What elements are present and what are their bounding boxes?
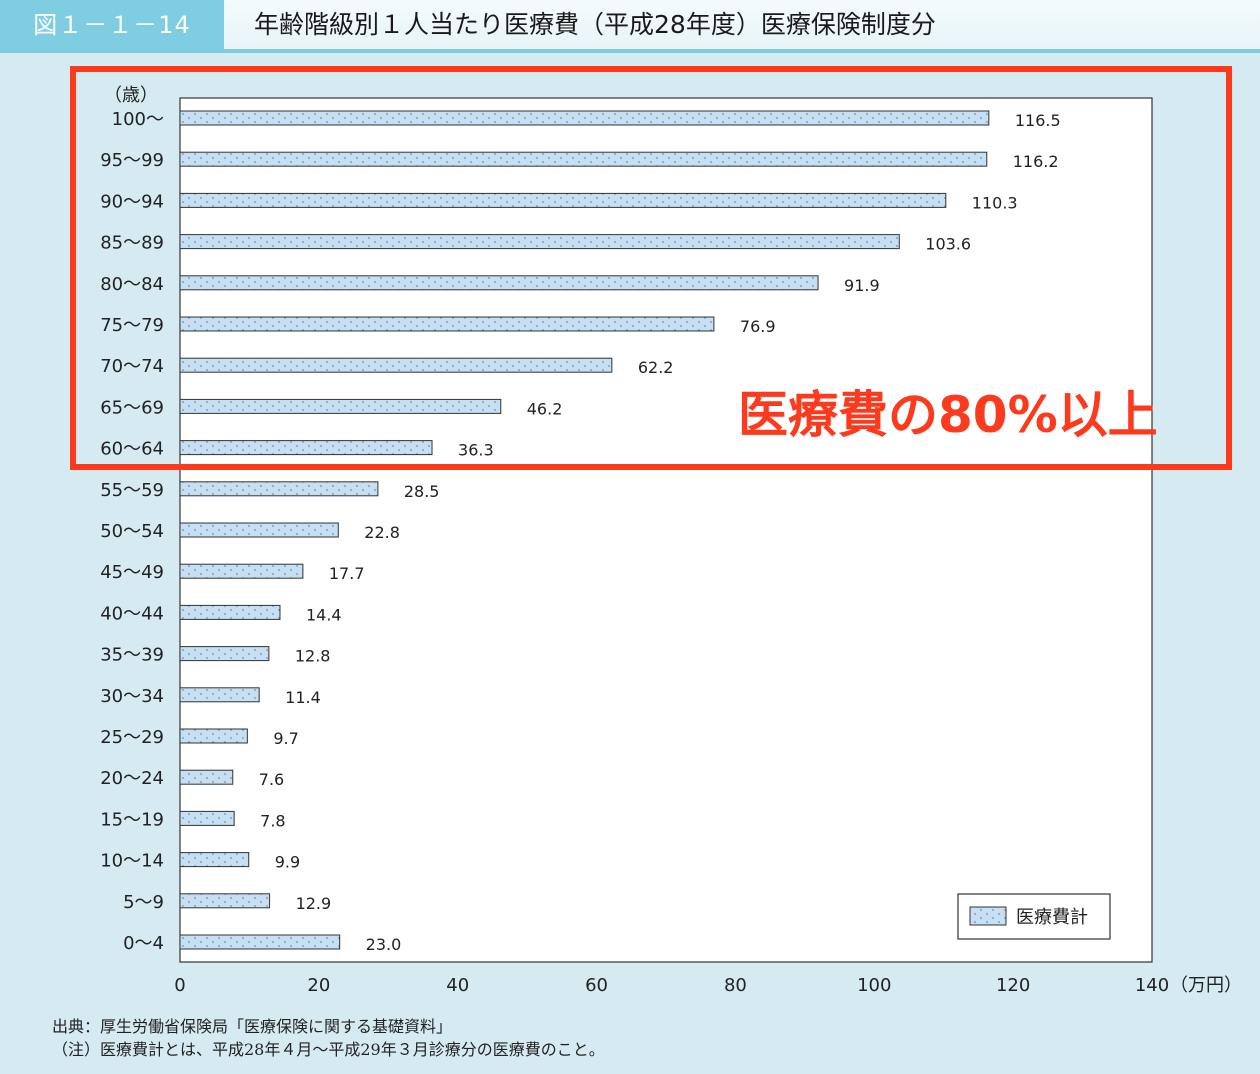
x-tick-label: 120 [996, 975, 1030, 996]
value-label: 7.6 [259, 770, 284, 789]
value-label: 103.6 [925, 235, 971, 254]
category-label: 95～99 [100, 150, 164, 171]
bar [179, 893, 271, 909]
x-tick-label: 140 [1135, 975, 1169, 996]
bar [179, 275, 819, 291]
value-label: 62.2 [638, 358, 674, 377]
value-label: 76.9 [740, 317, 776, 336]
category-label: 25～29 [100, 727, 164, 748]
value-label: 9.9 [275, 853, 300, 872]
bar [179, 192, 947, 208]
bar [179, 316, 715, 332]
bar [179, 852, 250, 868]
value-label: 11.4 [285, 688, 321, 707]
x-tick-label: 40 [446, 975, 469, 996]
source-note: 出典：厚生労働省保険局「医療保険に関する基礎資料」 [52, 1017, 453, 1036]
category-label: 70～74 [100, 356, 164, 377]
value-label: 14.4 [306, 605, 342, 624]
value-label: 7.8 [260, 811, 285, 830]
bar [179, 398, 502, 414]
value-label: 116.2 [1013, 152, 1059, 171]
value-label: 23.0 [366, 935, 402, 954]
value-label: 110.3 [972, 193, 1018, 212]
bar [179, 646, 270, 662]
x-tick-label: 80 [724, 975, 747, 996]
bar [179, 728, 248, 744]
bar [179, 563, 304, 579]
value-labels: 116.5 116.2 110.3 103.6 91.9 76.9 62.2 46.2 36.3… [259, 111, 1061, 954]
value-label: 22.8 [364, 523, 400, 542]
bar [179, 234, 900, 250]
category-label: 75～79 [100, 315, 164, 336]
footnote: （注）医療費計とは、平成28年４月～平成29年３月診療分の医療費のこと。 [52, 1040, 605, 1059]
category-label: 40～44 [100, 603, 164, 624]
legend: 医療費計 [957, 893, 1111, 940]
category-label: 60～64 [100, 439, 164, 460]
x-axis-ticks: 0 20 40 60 80 100 120 140 [174, 975, 1169, 996]
category-label: 0～4 [123, 933, 164, 954]
category-labels: 100～ 95～99 90～94 85～89 80～84 75～79 70～74 65～69 6… [100, 109, 164, 954]
value-label: 12.8 [295, 647, 331, 666]
bar [179, 604, 281, 620]
bar [179, 522, 339, 538]
value-label: 91.9 [844, 276, 880, 295]
bars [179, 110, 990, 950]
legend-swatch [969, 906, 1007, 926]
legend-box [957, 893, 1111, 940]
value-label: 17.7 [329, 564, 365, 583]
value-label: 116.5 [1015, 111, 1061, 130]
category-label: 85～89 [100, 233, 164, 254]
x-tick-label: 100 [857, 975, 891, 996]
figure-header: 図１－１－14 年齢階級別１人当たり医療費（平成28年度）医療保険制度分 [0, 0, 1260, 53]
category-label: 5～9 [123, 892, 164, 913]
x-tick-label: 60 [585, 975, 608, 996]
highlight-box [70, 66, 1232, 470]
category-label: 20～24 [100, 768, 164, 789]
figure-number: 図１－１－14 [0, 0, 224, 50]
bar [179, 687, 260, 703]
value-label: 28.5 [404, 482, 440, 501]
value-label: 12.9 [296, 894, 332, 913]
category-label: 50～54 [100, 521, 164, 542]
bar [179, 810, 235, 826]
bar [179, 481, 379, 497]
category-label: 65～69 [100, 397, 164, 418]
y-axis-unit-label: （歳） [104, 85, 158, 106]
x-tick-label: 0 [174, 975, 185, 996]
category-label: 90～94 [100, 191, 164, 212]
category-label: 35～39 [100, 645, 164, 666]
value-label: 36.3 [458, 441, 494, 460]
category-label: 15～19 [100, 809, 164, 830]
category-label: 80～84 [100, 274, 164, 295]
value-label: 9.7 [273, 729, 298, 748]
category-label: 10～14 [100, 851, 164, 872]
bar [179, 440, 433, 456]
value-label: 46.2 [527, 399, 563, 418]
category-label: 100～ [112, 109, 164, 130]
bar [179, 769, 234, 785]
category-label: 45～49 [100, 562, 164, 583]
bar [179, 357, 613, 373]
bar [179, 934, 341, 950]
header-underline [0, 49, 1260, 53]
x-axis-unit-label: （万円） [1170, 975, 1242, 996]
bar [179, 151, 988, 167]
figure-title: 年齢階級別１人当たり医療費（平成28年度）医療保険制度分 [254, 10, 936, 39]
annotation-text: 医療費の80%以上 [738, 386, 1158, 444]
bar [179, 110, 990, 126]
category-label: 55～59 [100, 480, 164, 501]
legend-label: 医療費計 [1016, 907, 1088, 928]
category-label: 30～34 [100, 686, 164, 707]
x-tick-label: 20 [307, 975, 330, 996]
